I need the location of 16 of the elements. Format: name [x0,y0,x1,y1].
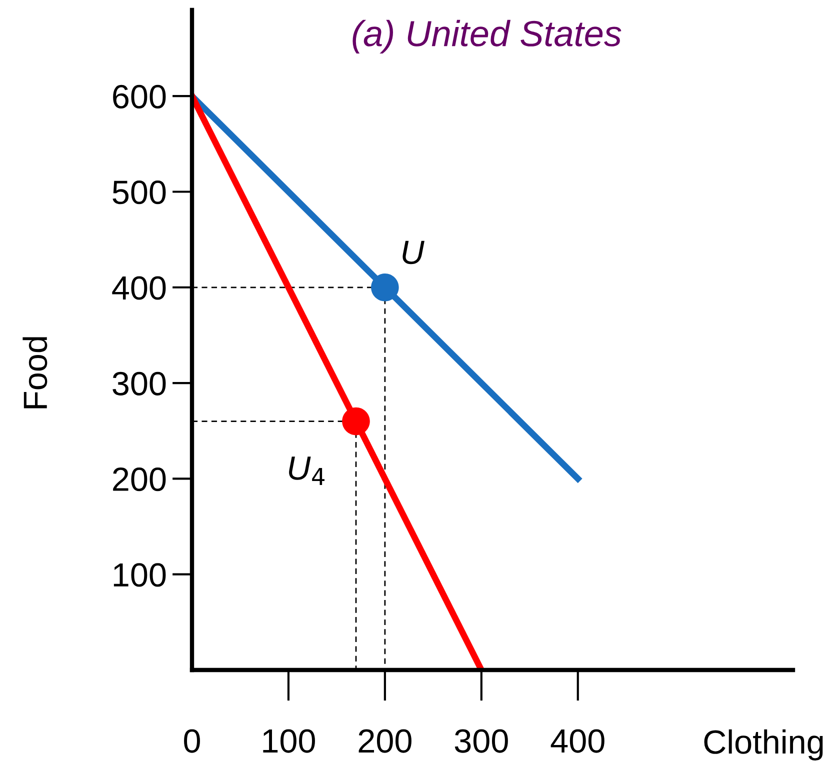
annotation: U [402,240,424,264]
x-tick-label: 200 [358,729,412,753]
x-tick-label: 100 [263,729,315,753]
annotation: U$_{4}$ [289,456,324,486]
chart-title: (a) United States [352,20,622,54]
x-tick-label: 400 [550,729,604,753]
y-tick-label: 500 [112,180,166,204]
y-tick-label: 200 [113,468,166,492]
x-axis-title: Clothing [704,729,823,760]
y-tick-label: 300 [112,372,166,396]
y-tick-label: 400 [112,276,166,300]
x-tick-label: 0 [184,729,200,753]
y-axis-title: Food [22,337,48,408]
x-tick-label: 300 [454,729,508,753]
y-tick-label: 100 [114,563,166,587]
y-tick-label: 600 [113,84,166,108]
